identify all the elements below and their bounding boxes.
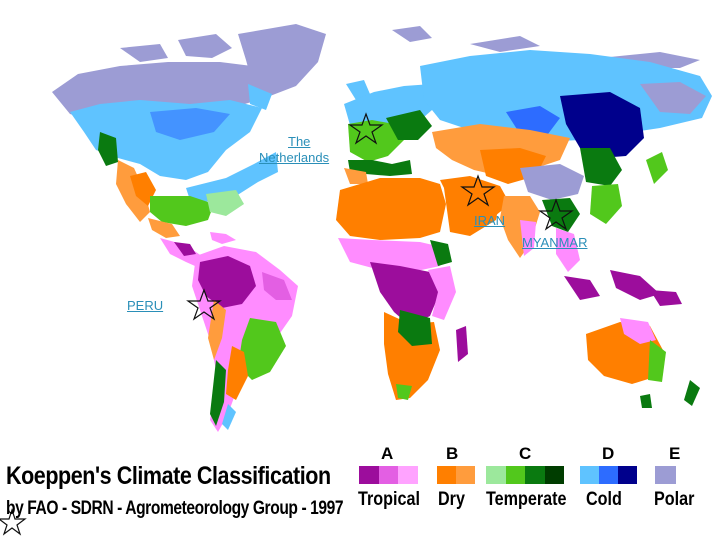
europe (344, 84, 432, 184)
swatch-temperate-2 (506, 466, 525, 484)
arctic-islands (120, 26, 700, 100)
star-marker-icon[interactable] (186, 288, 222, 321)
star-marker-icon[interactable] (460, 174, 496, 207)
south-america (192, 246, 298, 432)
swatch-temperate-1 (486, 466, 506, 484)
swatch-temperate-3 (525, 466, 545, 484)
north-america (52, 62, 278, 270)
class-letter-b: B (446, 444, 459, 463)
class-letter-a: A (381, 444, 394, 463)
peru-link[interactable]: PERU (127, 298, 164, 313)
star-marker-icon[interactable] (348, 112, 384, 145)
class-name-tropical: Tropical (358, 489, 420, 510)
class-name-dry: Dry (438, 489, 465, 510)
swatch-tropical-2 (379, 466, 398, 484)
legend-title: Koeppen's Climate Classification (6, 462, 331, 490)
class-letter-d: D (602, 444, 615, 463)
swatch-tropical-1 (359, 466, 379, 484)
netherlands-link[interactable]: The (288, 134, 311, 149)
legend-subtitle: by FAO - SDRN - Agrometeorology Group - … (6, 498, 344, 519)
location-markers (0, 112, 574, 536)
star-marker-icon[interactable] (538, 198, 574, 231)
swatch-tropical-3 (398, 466, 418, 484)
asia (420, 50, 712, 300)
swatch-polar-1 (655, 466, 676, 484)
class-letter-e: E (669, 444, 681, 463)
swatch-dry-1 (437, 466, 456, 484)
iran-link[interactable]: IRAN (474, 213, 506, 228)
swatch-cold-1 (580, 466, 599, 484)
netherlands-link-line2[interactable]: Netherlands (259, 150, 330, 165)
swatch-dry-2 (456, 466, 475, 484)
class-name-cold: Cold (586, 489, 622, 510)
swatch-temperate-4 (545, 466, 564, 484)
myanmar-link[interactable]: MYANMAR (522, 235, 588, 250)
greenland (238, 24, 326, 110)
star-marker-icon[interactable] (0, 508, 27, 536)
swatch-cold-3 (618, 466, 637, 484)
swatch-cold-2 (599, 466, 618, 484)
class-letter-c: C (519, 444, 532, 463)
class-name-polar: Polar (654, 489, 695, 510)
class-name-temperate: Temperate (486, 489, 567, 510)
africa (336, 178, 500, 400)
oceania (586, 290, 700, 408)
